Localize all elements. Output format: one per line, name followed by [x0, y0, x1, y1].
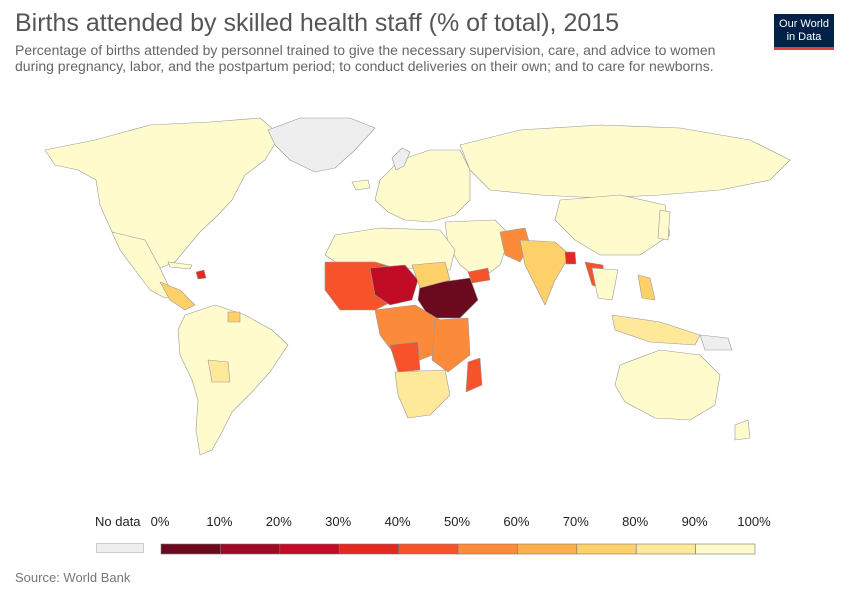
legend-bin-20-30[interactable] — [279, 543, 340, 555]
country-sudan[interactable] — [411, 261, 451, 289]
country-south-america[interactable] — [177, 304, 289, 456]
country-russia[interactable] — [459, 124, 791, 199]
logo-line-2: in Data — [786, 31, 822, 43]
legend-bin-60-70[interactable] — [517, 543, 578, 555]
legend-no-data-label: No data — [95, 514, 141, 529]
country-north-africa[interactable] — [324, 227, 456, 271]
country-southern-africa[interactable] — [394, 369, 451, 419]
legend-bin-30-40[interactable] — [338, 543, 399, 555]
country-madagascar[interactable] — [465, 357, 483, 393]
country-china[interactable] — [554, 194, 671, 256]
country-bangladesh[interactable] — [564, 251, 577, 265]
legend-tick-label: 60% — [503, 514, 530, 529]
country-australia[interactable] — [614, 349, 721, 421]
country-drc-angola[interactable] — [389, 341, 421, 373]
country-cuba[interactable] — [167, 261, 193, 270]
legend-no-data-swatch[interactable] — [96, 543, 144, 553]
legend-bin-70-80[interactable] — [576, 543, 637, 555]
legend-tick-label: 30% — [325, 514, 352, 529]
legend-tick-label: 10% — [206, 514, 233, 529]
legend-tick-label: 100% — [737, 514, 771, 529]
country-new-guinea[interactable] — [699, 334, 733, 351]
legend-tick-label: 0% — [150, 514, 170, 529]
logo-line-1: Our World — [779, 18, 829, 30]
country-central-america[interactable] — [159, 281, 196, 311]
legend-bin-0-10[interactable] — [160, 543, 221, 555]
legend-bin-80-90[interactable] — [635, 543, 696, 555]
country-bolivia[interactable] — [207, 359, 231, 383]
country-philippines[interactable] — [637, 274, 656, 301]
owid-logo[interactable]: Our World in Data — [774, 14, 834, 50]
legend-tick-label: 40% — [384, 514, 411, 529]
country-southeast-asia[interactable] — [591, 267, 619, 301]
country-south-sudan-ethiopia[interactable] — [417, 277, 479, 319]
legend-bin-10-20[interactable] — [220, 543, 281, 555]
country-indonesia[interactable] — [611, 314, 701, 346]
country-haiti[interactable] — [195, 269, 207, 280]
country-new-zealand[interactable] — [734, 419, 751, 441]
country-north-america[interactable] — [44, 117, 281, 269]
legend-bin-90-100[interactable] — [695, 543, 756, 555]
world-map[interactable] — [0, 90, 850, 500]
legend-tick-label: 80% — [622, 514, 649, 529]
chart-subtitle: Percentage of births attended by personn… — [15, 42, 716, 74]
country-guyana[interactable] — [227, 311, 241, 323]
country-east-africa[interactable] — [431, 317, 471, 373]
chart-title: Births attended by skilled health staff … — [15, 9, 620, 37]
country-india[interactable] — [519, 239, 571, 306]
country-iceland[interactable] — [351, 179, 371, 191]
country-scandinavia[interactable] — [391, 147, 411, 171]
legend-color-bar — [160, 543, 756, 555]
legend-bin-40-50[interactable] — [398, 543, 459, 555]
legend-bin-50-60[interactable] — [457, 543, 518, 555]
country-europe[interactable] — [374, 149, 471, 223]
country-chad-niger[interactable] — [369, 264, 419, 306]
legend-tick-label: 50% — [443, 514, 471, 529]
legend-tick-label: 70% — [562, 514, 589, 529]
source-note[interactable]: Source: World Bank — [15, 570, 131, 585]
country-japan[interactable] — [657, 209, 671, 241]
legend-tick-label: 20% — [265, 514, 292, 529]
country-greenland[interactable] — [267, 117, 376, 173]
legend-tick-label: 90% — [681, 514, 708, 529]
